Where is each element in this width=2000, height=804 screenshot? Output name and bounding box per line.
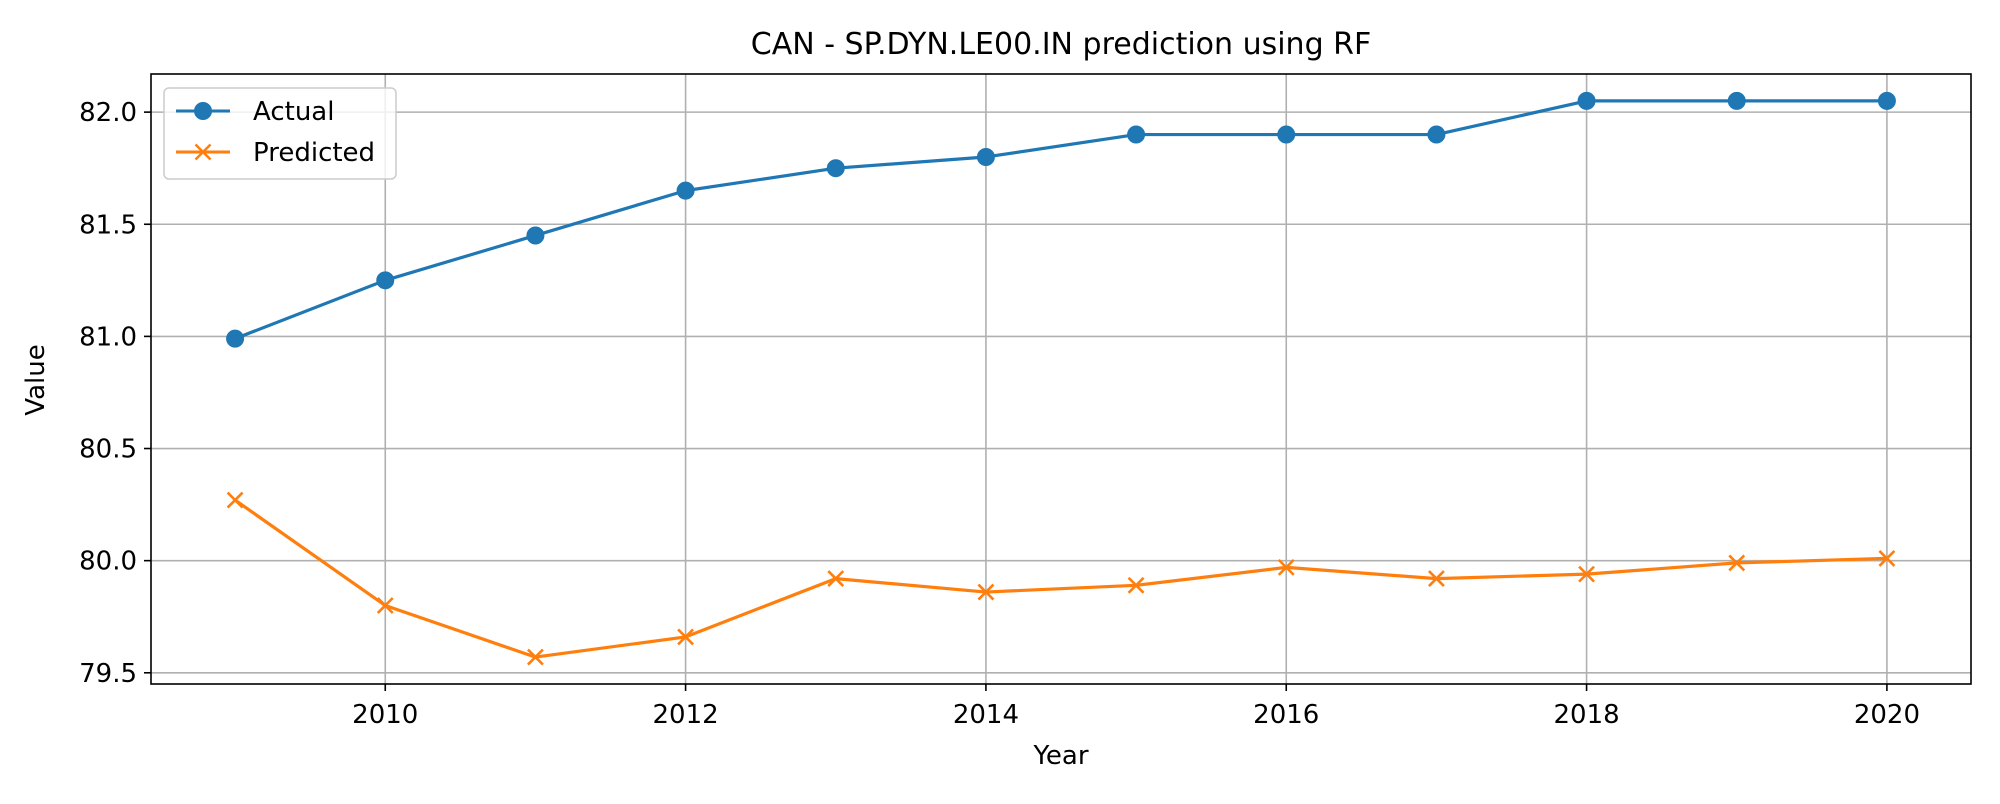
x-tick-label: 2014: [953, 700, 1019, 730]
data-point-predicted: [1427, 570, 1445, 588]
data-point-predicted: [827, 570, 845, 588]
data-point-predicted-stroke: [226, 491, 244, 509]
data-point-predicted: [677, 628, 695, 646]
data-point-predicted-stroke: [677, 628, 695, 646]
data-point-actual: [226, 329, 245, 348]
data-point-actual: [1127, 125, 1146, 144]
x-tick-label: 2012: [653, 700, 719, 730]
data-point-actual: [1427, 125, 1446, 144]
data-point-actual: [1577, 91, 1596, 110]
data-point-predicted: [1127, 576, 1145, 594]
data-point-actual: [1727, 91, 1746, 110]
data-point-actual: [1877, 91, 1896, 110]
legend-marker-symbol-predicted-stroke: [194, 143, 212, 161]
data-point-predicted-stroke: [1578, 565, 1595, 583]
series-actual: [226, 91, 1896, 348]
data-point-actual: [526, 226, 545, 245]
legend-marker-predicted: [194, 143, 212, 161]
data-point-predicted-stroke: [977, 583, 995, 601]
data-point-predicted-stroke: [1427, 570, 1445, 588]
y-tick-label: 81.0: [79, 322, 137, 352]
axis-ticks: 2010 2012 2014 2016 2018 2020 79.5 80.0 80.5 81.0…: [79, 98, 1920, 730]
data-point-predicted-stroke: [1728, 554, 1746, 572]
y-tick-label: 80.5: [79, 435, 137, 465]
grid-lines: [151, 74, 1971, 684]
data-point-actual: [826, 159, 845, 178]
chart-title: CAN - SP.DYN.LE00.IN prediction using RF: [751, 27, 1372, 62]
series-predicted: [226, 491, 1896, 666]
data-point-predicted: [376, 597, 394, 614]
y-axis-label: Value: [21, 344, 51, 415]
y-tick-label: 82.0: [79, 98, 137, 128]
data-point-actual: [1277, 125, 1296, 144]
data-point-actual: [676, 181, 695, 200]
series-line-predicted: [234, 498, 1887, 659]
x-tick-label: 2016: [1253, 700, 1319, 730]
legend-marker-symbol-predicted: [194, 143, 212, 161]
series-line-actual: [234, 99, 1887, 341]
data-point-predicted-stroke: [527, 648, 544, 666]
x-tick-label: 2010: [352, 700, 418, 730]
data-point-predicted: [1878, 549, 1896, 567]
legend-marker-symbol-actual: [194, 102, 212, 120]
y-tick-label: 79.5: [79, 659, 137, 689]
x-axis-label: Year: [1032, 741, 1088, 771]
legend-label-actual: Actual: [253, 97, 334, 127]
data-point-predicted-stroke: [376, 597, 394, 614]
plot-frame: [150, 73, 1972, 685]
data-point-predicted: [226, 491, 244, 509]
data-point-predicted: [527, 648, 544, 666]
y-tick-label: 80.0: [79, 547, 137, 577]
x-tick-label: 2018: [1553, 700, 1619, 730]
data-point-predicted: [1578, 565, 1595, 583]
data-point-predicted: [1277, 558, 1295, 576]
y-tick-label: 81.5: [79, 210, 137, 240]
data-point-actual: [976, 147, 995, 166]
legend-label-predicted: Predicted: [253, 138, 375, 168]
data-point-predicted-stroke: [827, 570, 845, 588]
series-layer: [226, 91, 1896, 666]
legend-marker-actual: [194, 102, 212, 120]
data-point-predicted-stroke: [1878, 549, 1896, 567]
data-point-predicted: [1728, 554, 1746, 572]
data-point-actual: [376, 271, 395, 290]
data-point-predicted-stroke: [1277, 558, 1295, 576]
x-tick-label: 2020: [1854, 700, 1920, 730]
data-point-predicted-stroke: [1127, 576, 1145, 594]
data-point-predicted: [977, 583, 995, 601]
legend: Actual Predicted: [163, 87, 397, 180]
